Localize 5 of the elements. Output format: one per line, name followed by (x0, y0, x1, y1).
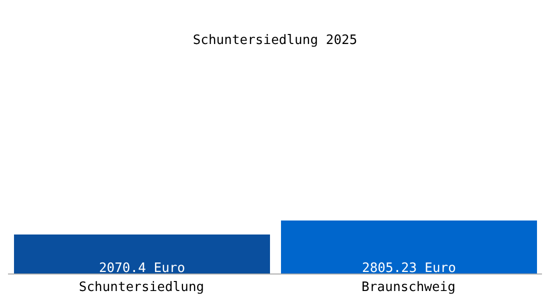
chart-title: Schuntersiedlung 2025 (192, 33, 358, 48)
data-label: 2070.4 Euro (98, 261, 186, 276)
x-tick-label: Braunschweig (362, 280, 456, 296)
data-label: 2805.23 Euro (362, 261, 456, 276)
x-tick-label: Schuntersiedlung (78, 280, 204, 296)
